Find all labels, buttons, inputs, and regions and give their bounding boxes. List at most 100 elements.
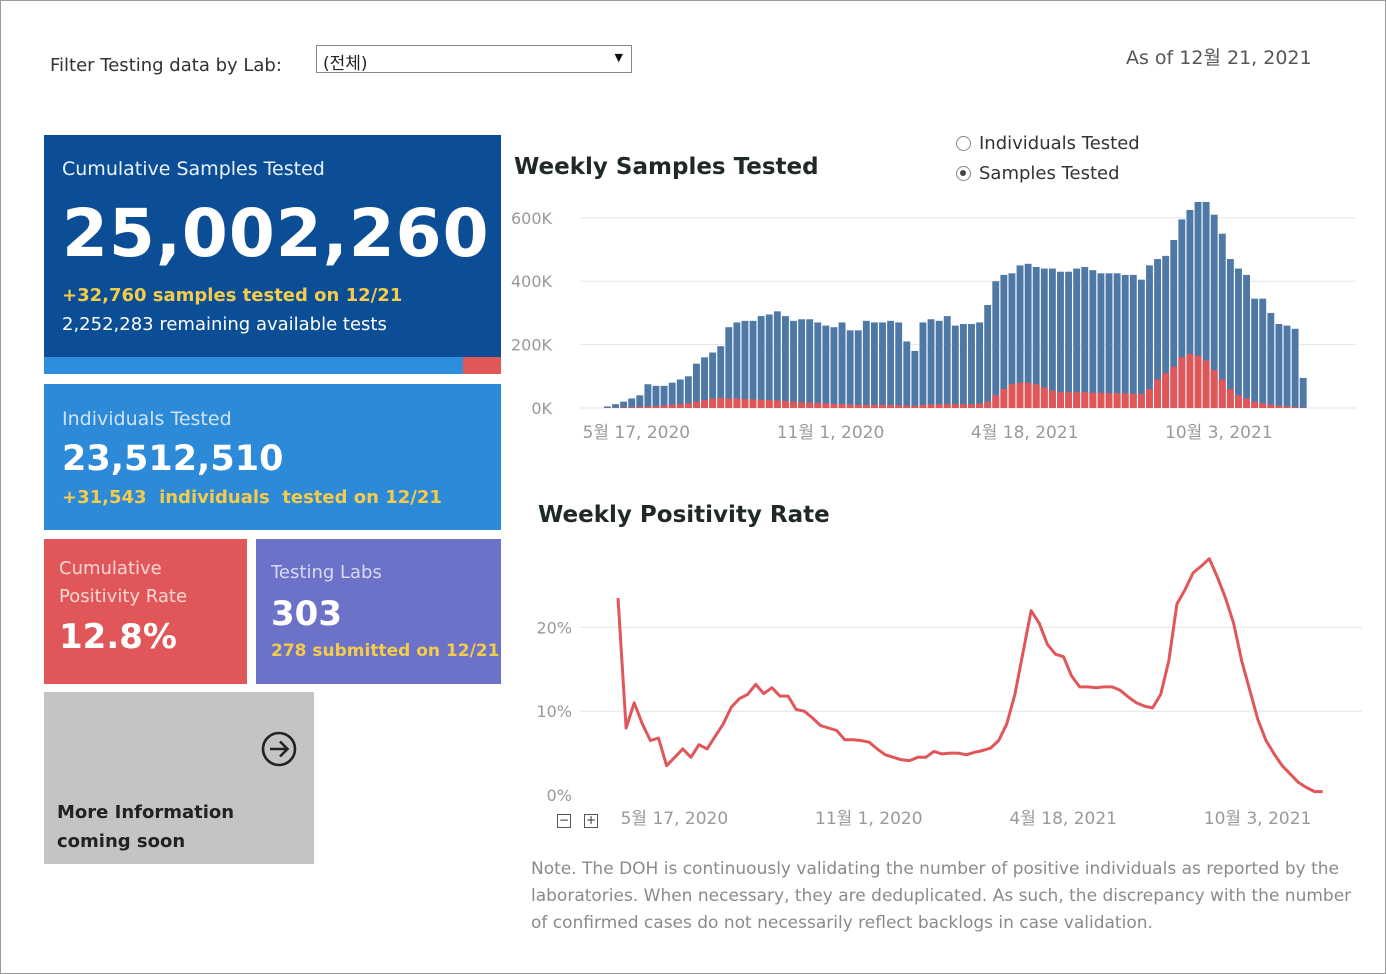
bar-positive xyxy=(976,403,984,408)
radio-samples-label: Samples Tested xyxy=(979,163,1120,184)
cumulative-samples-card: Cumulative Samples Tested 25,002,260 +32… xyxy=(44,135,501,357)
bar-samples xyxy=(919,322,927,408)
lab-filter-dropdown[interactable]: (전체) ▼ xyxy=(316,45,632,74)
collapse-icon[interactable]: − xyxy=(557,813,571,828)
bar-positive xyxy=(806,402,814,408)
bar-positive xyxy=(903,405,911,408)
bar-positive xyxy=(668,404,676,408)
radio-button-selected[interactable] xyxy=(956,166,971,181)
testing-labs-title: Testing Labs xyxy=(271,562,382,583)
bar-samples xyxy=(1000,274,1008,408)
bar-positive xyxy=(1089,392,1097,408)
bar-positive xyxy=(1065,392,1073,408)
bar-positive xyxy=(1032,384,1040,408)
dropdown-arrow-icon: ▼ xyxy=(614,51,623,64)
bar-positive xyxy=(1137,393,1145,408)
bar-positive xyxy=(660,405,668,408)
radio-samples-tested[interactable]: Samples Tested xyxy=(956,163,1120,184)
bar-samples xyxy=(725,327,733,408)
radio-individuals-tested[interactable]: Individuals Tested xyxy=(956,133,1140,154)
bar-positive xyxy=(879,404,886,408)
bar-samples xyxy=(798,319,806,408)
positivity-rate-card: Cumulative Positivity Rate 12.8% xyxy=(44,539,247,684)
filter-label: Filter Testing data by Lab: xyxy=(50,55,282,76)
new-individuals-tested: +31,543 individuals tested on 12/21 xyxy=(62,487,442,508)
bar-positive xyxy=(887,404,895,408)
new-samples-tested: +32,760 samples tested on 12/21 xyxy=(62,285,403,306)
bar-samples xyxy=(1129,274,1137,408)
labs-submitted: 278 submitted on 12/21 xyxy=(271,641,500,661)
bar-positive xyxy=(959,404,967,408)
radio-button[interactable] xyxy=(956,136,971,151)
remaining-tests: 2,252,283 remaining available tests xyxy=(62,314,387,335)
bar-samples xyxy=(741,320,749,408)
more-information-text: More Information coming soon xyxy=(57,798,234,856)
bar-samples xyxy=(895,322,903,408)
bar-positive xyxy=(1275,405,1283,408)
bar-positive xyxy=(709,398,717,408)
arrow-circle-right-icon[interactable] xyxy=(260,730,298,768)
bar-positive xyxy=(773,400,781,408)
weekly-positivity-chart: 0% 10% 20% 5월 17, 2020 11월 1, 2020 4월 18, 202… xyxy=(536,557,1362,829)
bar-samples xyxy=(927,319,935,408)
bar-positive xyxy=(1073,392,1081,408)
bar-positive xyxy=(992,395,1000,408)
bar-samples xyxy=(1121,274,1129,408)
x-tick-label: 5월 17, 2020 xyxy=(583,423,691,443)
bar-positive xyxy=(652,406,660,408)
more-information-card[interactable]: More Information coming soon xyxy=(44,692,314,864)
bar-samples xyxy=(1073,268,1081,408)
bar-samples xyxy=(1008,273,1016,408)
bar-positive xyxy=(1016,382,1024,408)
bar-positive xyxy=(741,399,749,408)
bar-samples xyxy=(1251,298,1259,408)
bar-positive xyxy=(790,401,797,408)
x-tick-label: 5월 17, 2020 xyxy=(621,809,729,829)
bar-positive xyxy=(1024,382,1032,408)
bar-positive xyxy=(862,404,870,408)
cumulative-samples-value: 25,002,260 xyxy=(62,195,490,272)
bar-positive xyxy=(1154,379,1162,408)
bar-positive xyxy=(717,397,725,408)
bar-positive xyxy=(822,403,830,408)
positivity-rate-value: 12.8% xyxy=(59,617,177,657)
bar-positive xyxy=(1202,360,1210,408)
note-text: Note. The DOH is continuously validating… xyxy=(531,859,1352,933)
bar-positive xyxy=(838,404,846,408)
as-of-date: As of 12월 21, 2021 xyxy=(1126,47,1312,69)
positivity-rate-title: Cumulative Positivity Rate xyxy=(59,558,188,607)
bar-samples xyxy=(1146,265,1153,408)
bar-samples xyxy=(1162,255,1170,408)
bar-samples xyxy=(1154,259,1162,408)
lab-filter-value: (전체) xyxy=(323,54,368,74)
bar-positive xyxy=(927,404,935,408)
bar-positive xyxy=(644,406,652,408)
bar-positive xyxy=(1194,355,1202,408)
bar-samples xyxy=(1194,202,1202,408)
bar-samples xyxy=(854,330,862,408)
bar-samples xyxy=(846,330,854,408)
bar-positive xyxy=(1186,354,1194,408)
bar-samples xyxy=(1235,268,1242,408)
bar-samples xyxy=(1016,265,1024,408)
bar-samples xyxy=(692,363,700,408)
bar-positive xyxy=(1121,393,1129,408)
bar-positive xyxy=(636,407,644,408)
expand-icon[interactable]: + xyxy=(584,813,598,828)
test-capacity-fill xyxy=(44,357,464,374)
individuals-tested-value: 23,512,510 xyxy=(62,439,284,479)
bar-positive xyxy=(1267,404,1275,408)
bar-positive xyxy=(846,404,854,408)
bar-positive xyxy=(628,407,636,408)
bar-positive xyxy=(1235,395,1242,408)
bar-samples xyxy=(781,316,789,408)
x-tick-label: 10월 3, 2021 xyxy=(1204,809,1312,829)
bar-positive xyxy=(1162,373,1170,408)
bar-positive xyxy=(676,404,684,408)
testing-labs-value: 303 xyxy=(271,594,342,634)
bar-positive xyxy=(919,404,927,408)
radio-individuals-label: Individuals Tested xyxy=(979,133,1140,154)
bar-positive xyxy=(951,404,959,408)
bar-samples xyxy=(790,320,797,408)
bar-samples xyxy=(1186,209,1194,408)
